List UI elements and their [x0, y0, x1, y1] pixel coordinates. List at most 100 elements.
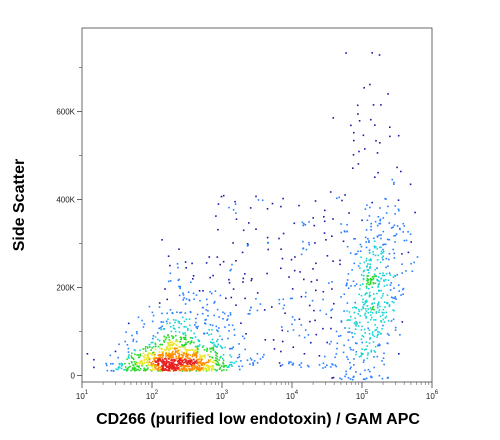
data-point [154, 357, 157, 360]
data-point [197, 339, 199, 341]
data-point [177, 352, 179, 355]
data-point [185, 359, 188, 361]
data-point [376, 259, 379, 261]
data-point [367, 352, 369, 354]
data-point [191, 365, 194, 367]
data-point [393, 309, 395, 312]
data-point [191, 368, 194, 370]
data-point [349, 252, 352, 254]
data-point [166, 366, 168, 369]
data-point [303, 278, 305, 281]
data-point [183, 297, 185, 299]
data-point [387, 205, 389, 208]
data-point [273, 348, 276, 350]
data-point [164, 367, 167, 370]
data-point [289, 297, 292, 300]
data-point [211, 324, 214, 327]
data-point [150, 352, 152, 355]
data-point [372, 104, 375, 106]
data-point [183, 369, 186, 372]
data-point [353, 131, 355, 134]
data-point [194, 349, 196, 351]
data-point [373, 273, 376, 275]
data-point [367, 281, 369, 284]
data-point [149, 369, 152, 371]
data-point [348, 311, 351, 313]
data-point [132, 368, 134, 370]
data-point [175, 350, 177, 352]
data-point [218, 364, 221, 366]
data-point [364, 308, 367, 310]
data-point [174, 369, 177, 372]
data-point [383, 285, 386, 287]
data-point [181, 356, 184, 359]
data-point [204, 322, 206, 324]
data-point [141, 364, 143, 367]
data-point [377, 333, 379, 336]
data-point [211, 328, 213, 331]
data-point [353, 311, 356, 314]
data-point [204, 362, 207, 364]
data-point [132, 364, 135, 367]
data-point [308, 221, 310, 223]
data-point [392, 248, 394, 251]
data-point [184, 261, 187, 263]
data-point [180, 351, 183, 353]
data-point [364, 293, 366, 296]
data-point [238, 343, 240, 345]
data-point [397, 134, 400, 137]
data-point [110, 369, 113, 372]
data-point [145, 365, 148, 367]
data-point [235, 360, 237, 363]
data-point [232, 288, 235, 290]
data-point [340, 320, 343, 322]
data-point [374, 324, 376, 326]
data-point [199, 356, 202, 359]
data-point [193, 298, 195, 300]
data-point [342, 351, 345, 354]
data-point [154, 353, 156, 356]
data-point [256, 362, 259, 364]
data-point [349, 361, 351, 364]
data-point [281, 364, 284, 366]
data-point [348, 327, 351, 330]
data-point [352, 167, 354, 169]
data-point [336, 197, 338, 200]
data-point [193, 365, 195, 367]
data-point [304, 295, 307, 298]
data-point [202, 355, 205, 357]
data-point [290, 258, 293, 261]
data-point [161, 358, 164, 361]
data-point [231, 347, 234, 350]
data-point [299, 271, 301, 273]
data-point [368, 241, 370, 243]
data-point [256, 353, 259, 355]
data-point [169, 361, 172, 364]
data-point [344, 327, 346, 329]
data-point [182, 359, 184, 361]
data-point [232, 242, 234, 244]
data-point [354, 306, 356, 308]
data-point [271, 306, 273, 308]
data-point [152, 353, 154, 356]
data-point [227, 366, 230, 369]
data-point [282, 298, 284, 301]
data-point [197, 368, 200, 371]
data-point [366, 265, 368, 267]
data-point [185, 318, 188, 321]
data-point [172, 354, 174, 357]
data-point [189, 369, 192, 371]
data-point [378, 331, 381, 334]
data-point [222, 260, 225, 263]
data-point [188, 298, 190, 301]
data-point [165, 358, 167, 360]
data-point [193, 350, 195, 353]
data-point [367, 327, 369, 330]
data-point [219, 263, 221, 266]
data-point [230, 364, 233, 366]
data-point [366, 279, 368, 282]
data-point [164, 364, 167, 367]
data-point [189, 359, 191, 362]
data-point [151, 320, 154, 323]
